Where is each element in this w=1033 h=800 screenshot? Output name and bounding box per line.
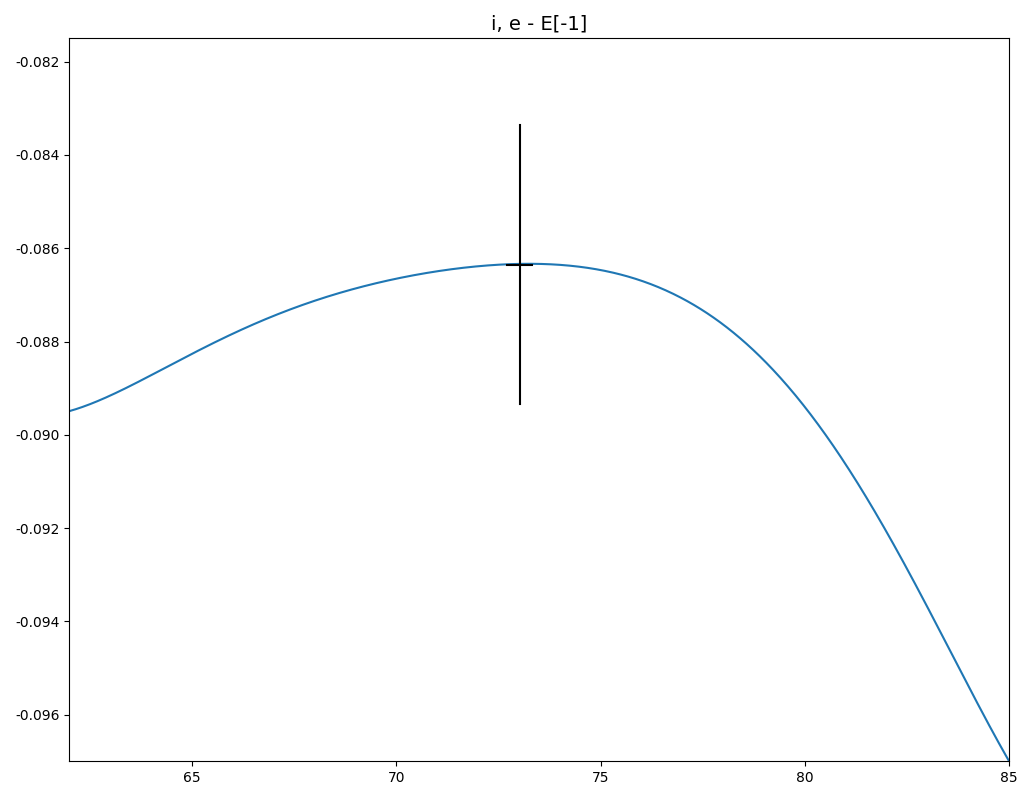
Title: i, e - E[-1]: i, e - E[-1] [491,15,588,34]
